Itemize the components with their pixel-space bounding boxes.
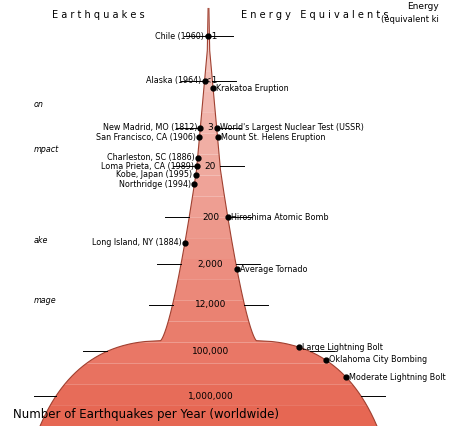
Text: <1: <1 bbox=[203, 76, 217, 86]
Polygon shape bbox=[207, 9, 209, 29]
Text: World's Largest Nuclear Test (USSR): World's Largest Nuclear Test (USSR) bbox=[219, 123, 363, 132]
Text: San Francisco, CA (1906): San Francisco, CA (1906) bbox=[96, 132, 196, 142]
Text: mpact: mpact bbox=[34, 144, 59, 154]
Text: Hiroshima Atomic Bomb: Hiroshima Atomic Bomb bbox=[231, 213, 328, 222]
Text: 100,000: 100,000 bbox=[192, 347, 228, 356]
Polygon shape bbox=[201, 92, 215, 113]
Text: Oklahoma City Bombing: Oklahoma City Bombing bbox=[328, 355, 426, 365]
Polygon shape bbox=[195, 155, 221, 176]
Polygon shape bbox=[189, 196, 228, 217]
Text: Krakatoa Eruption: Krakatoa Eruption bbox=[216, 83, 288, 93]
Polygon shape bbox=[137, 322, 279, 343]
Text: Large Lightning Bolt: Large Lightning Bolt bbox=[302, 343, 382, 352]
Text: 200: 200 bbox=[202, 213, 218, 222]
Text: (equivalent ki: (equivalent ki bbox=[380, 15, 438, 24]
Text: Chile (1960): Chile (1960) bbox=[155, 32, 204, 41]
Polygon shape bbox=[192, 176, 224, 196]
Text: 12,000: 12,000 bbox=[194, 300, 226, 309]
Polygon shape bbox=[185, 217, 231, 238]
Text: E n e r g y   E q u i v a l e n t s: E n e r g y E q u i v a l e n t s bbox=[241, 10, 388, 20]
Text: Energy: Energy bbox=[406, 2, 438, 11]
Polygon shape bbox=[207, 29, 209, 50]
Polygon shape bbox=[65, 363, 352, 384]
Text: 20: 20 bbox=[204, 161, 216, 171]
Text: Long Island, NY (1884): Long Island, NY (1884) bbox=[92, 238, 181, 248]
Text: Mount St. Helens Eruption: Mount St. Helens Eruption bbox=[220, 132, 324, 142]
Text: 3: 3 bbox=[207, 123, 213, 132]
Text: Kobe, Japan (1995): Kobe, Japan (1995) bbox=[116, 170, 192, 179]
Text: New Madrid, MO (1812): New Madrid, MO (1812) bbox=[102, 123, 197, 132]
Polygon shape bbox=[182, 238, 234, 259]
Polygon shape bbox=[177, 259, 238, 280]
Polygon shape bbox=[199, 113, 217, 134]
Polygon shape bbox=[205, 50, 211, 71]
Text: on: on bbox=[34, 100, 44, 109]
Text: ake: ake bbox=[34, 236, 48, 245]
Text: 1,000,000: 1,000,000 bbox=[187, 391, 233, 401]
Text: Charleston, SC (1886): Charleston, SC (1886) bbox=[106, 153, 194, 162]
Text: Alaska (1964): Alaska (1964) bbox=[146, 76, 201, 86]
Polygon shape bbox=[173, 280, 243, 301]
Text: Moderate Lightning Bolt: Moderate Lightning Bolt bbox=[349, 372, 445, 382]
Text: Northridge (1994): Northridge (1994) bbox=[119, 179, 191, 189]
Polygon shape bbox=[86, 343, 330, 363]
Text: Number of Earthquakes per Year (worldwide): Number of Earthquakes per Year (worldwid… bbox=[13, 408, 279, 421]
Text: E a r t h q u a k e s: E a r t h q u a k e s bbox=[52, 10, 144, 20]
Text: Average Tornado: Average Tornado bbox=[240, 265, 307, 274]
Text: 2,000: 2,000 bbox=[197, 259, 223, 269]
Text: <1: <1 bbox=[203, 32, 217, 41]
Polygon shape bbox=[168, 301, 248, 322]
Polygon shape bbox=[197, 134, 218, 155]
Polygon shape bbox=[40, 405, 376, 426]
Polygon shape bbox=[203, 71, 213, 92]
Text: mage: mage bbox=[34, 296, 56, 305]
Polygon shape bbox=[50, 384, 366, 405]
Text: Loma Prieta, CA (1989): Loma Prieta, CA (1989) bbox=[101, 161, 193, 171]
